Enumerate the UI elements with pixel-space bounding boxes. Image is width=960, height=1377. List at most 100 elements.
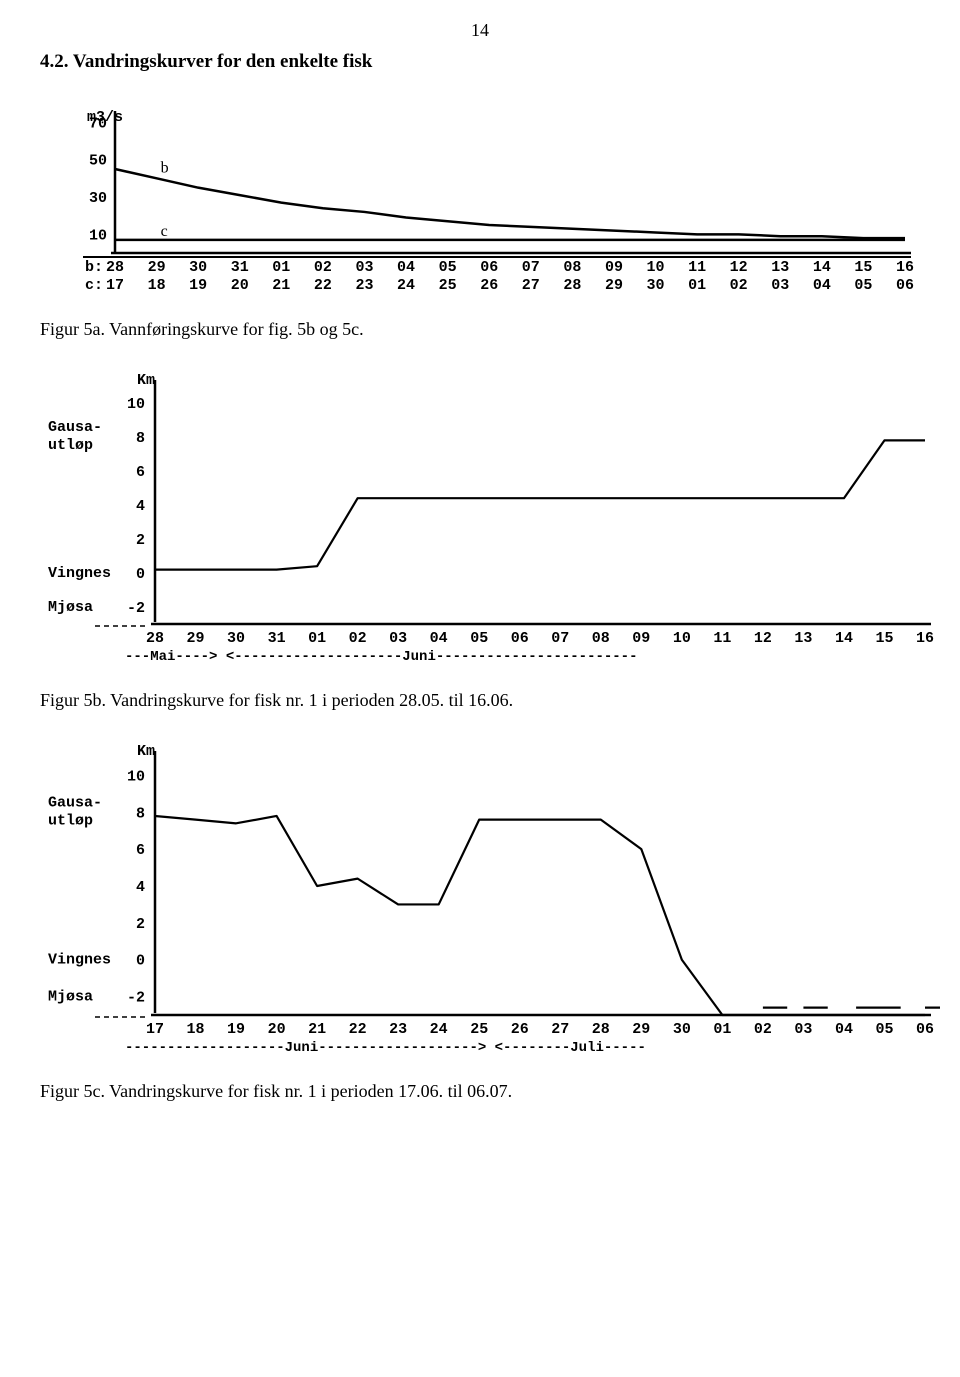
svg-text:b:: b: bbox=[85, 259, 103, 276]
svg-text:21: 21 bbox=[308, 1021, 326, 1038]
svg-text:26: 26 bbox=[480, 277, 498, 294]
svg-text:08: 08 bbox=[592, 630, 610, 647]
svg-text:09: 09 bbox=[632, 630, 650, 647]
chart-5b-svg: Km1086420-2Gausa-utløpVingnesMjøsa282930… bbox=[40, 364, 940, 684]
svg-text:25: 25 bbox=[470, 1021, 488, 1038]
svg-text:09: 09 bbox=[605, 259, 623, 276]
svg-text:8: 8 bbox=[136, 430, 145, 447]
svg-text:6: 6 bbox=[136, 842, 145, 859]
svg-text:Vingnes: Vingnes bbox=[48, 565, 111, 582]
svg-text:06: 06 bbox=[511, 630, 529, 647]
svg-text:Mjøsa: Mjøsa bbox=[48, 599, 93, 616]
svg-text:Gausa-: Gausa- bbox=[48, 419, 102, 436]
svg-text:50: 50 bbox=[89, 153, 107, 170]
svg-text:29: 29 bbox=[148, 259, 166, 276]
svg-text:30: 30 bbox=[89, 190, 107, 207]
svg-text:19: 19 bbox=[227, 1021, 245, 1038]
svg-text:04: 04 bbox=[397, 259, 415, 276]
svg-text:03: 03 bbox=[771, 277, 789, 294]
svg-text:02: 02 bbox=[754, 1021, 772, 1038]
svg-text:04: 04 bbox=[835, 1021, 853, 1038]
svg-text:15: 15 bbox=[875, 630, 893, 647]
svg-text:13: 13 bbox=[771, 259, 789, 276]
svg-text:29: 29 bbox=[632, 1021, 650, 1038]
svg-text:utløp: utløp bbox=[48, 437, 93, 454]
svg-text:01: 01 bbox=[272, 259, 290, 276]
caption-5b: Figur 5b. Vandringskurve for fisk nr. 1 … bbox=[40, 690, 920, 711]
svg-text:29: 29 bbox=[187, 630, 205, 647]
svg-text:22: 22 bbox=[349, 1021, 367, 1038]
svg-text:28: 28 bbox=[106, 259, 124, 276]
svg-text:05: 05 bbox=[439, 259, 457, 276]
svg-text:04: 04 bbox=[430, 630, 448, 647]
svg-text:0: 0 bbox=[136, 953, 145, 970]
svg-text:10: 10 bbox=[89, 227, 107, 244]
svg-text:31: 31 bbox=[268, 630, 286, 647]
svg-text:12: 12 bbox=[730, 259, 748, 276]
svg-text:03: 03 bbox=[389, 630, 407, 647]
svg-text:10: 10 bbox=[127, 396, 145, 413]
svg-text:23: 23 bbox=[389, 1021, 407, 1038]
svg-text:25: 25 bbox=[439, 277, 457, 294]
figure-5a: m3/s70503010bcb:282930310102030405060708… bbox=[40, 103, 920, 340]
svg-text:Gausa-: Gausa- bbox=[48, 794, 102, 811]
svg-text:-2: -2 bbox=[127, 990, 145, 1007]
svg-text:12: 12 bbox=[754, 630, 772, 647]
svg-text:08: 08 bbox=[563, 259, 581, 276]
svg-text:01: 01 bbox=[688, 277, 706, 294]
svg-text:01: 01 bbox=[308, 630, 326, 647]
svg-text:24: 24 bbox=[397, 277, 415, 294]
svg-text:27: 27 bbox=[522, 277, 540, 294]
svg-text:4: 4 bbox=[136, 879, 145, 896]
svg-text:03: 03 bbox=[355, 259, 373, 276]
svg-text:01: 01 bbox=[713, 1021, 731, 1038]
caption-5a: Figur 5a. Vannføringskurve for fig. 5b o… bbox=[40, 319, 920, 340]
svg-text:18: 18 bbox=[187, 1021, 205, 1038]
svg-text:0: 0 bbox=[136, 566, 145, 583]
svg-text:-2: -2 bbox=[127, 600, 145, 617]
svg-text:27: 27 bbox=[551, 1021, 569, 1038]
svg-text:2: 2 bbox=[136, 532, 145, 549]
svg-text:30: 30 bbox=[227, 630, 245, 647]
page-number: 14 bbox=[40, 20, 920, 41]
svg-text:utløp: utløp bbox=[48, 812, 93, 829]
svg-text:13: 13 bbox=[794, 630, 812, 647]
svg-text:Km: Km bbox=[137, 372, 155, 389]
svg-text:17: 17 bbox=[106, 277, 124, 294]
svg-text:28: 28 bbox=[563, 277, 581, 294]
svg-text:06: 06 bbox=[480, 259, 498, 276]
svg-text:c:: c: bbox=[85, 277, 103, 294]
svg-text:31: 31 bbox=[231, 259, 249, 276]
svg-text:26: 26 bbox=[511, 1021, 529, 1038]
svg-text:21: 21 bbox=[272, 277, 290, 294]
section-title: 4.2. Vandringskurver for den enkelte fis… bbox=[40, 51, 920, 73]
chart-5a-svg: m3/s70503010bcb:282930310102030405060708… bbox=[40, 103, 920, 313]
svg-text:---Mai----> <-----------------: ---Mai----> <--------------------Juni---… bbox=[125, 649, 637, 665]
svg-text:02: 02 bbox=[349, 630, 367, 647]
svg-text:06: 06 bbox=[916, 1021, 934, 1038]
svg-text:11: 11 bbox=[688, 259, 706, 276]
svg-text:18: 18 bbox=[148, 277, 166, 294]
svg-text:20: 20 bbox=[231, 277, 249, 294]
svg-text:Mjøsa: Mjøsa bbox=[48, 989, 93, 1006]
figure-5b: Km1086420-2Gausa-utløpVingnesMjøsa282930… bbox=[40, 364, 920, 711]
svg-text:14: 14 bbox=[835, 630, 853, 647]
svg-text:16: 16 bbox=[916, 630, 934, 647]
caption-5c: Figur 5c. Vandringskurve for fisk nr. 1 … bbox=[40, 1081, 920, 1102]
svg-text:22: 22 bbox=[314, 277, 332, 294]
svg-text:03: 03 bbox=[794, 1021, 812, 1038]
svg-text:-------------------Juni-------: -------------------Juni-----------------… bbox=[125, 1040, 646, 1056]
svg-text:07: 07 bbox=[522, 259, 540, 276]
svg-text:30: 30 bbox=[673, 1021, 691, 1038]
svg-text:05: 05 bbox=[470, 630, 488, 647]
svg-text:4: 4 bbox=[136, 498, 145, 515]
svg-text:17: 17 bbox=[146, 1021, 164, 1038]
svg-text:30: 30 bbox=[189, 259, 207, 276]
svg-text:Vingnes: Vingnes bbox=[48, 952, 111, 969]
svg-text:06: 06 bbox=[896, 277, 914, 294]
svg-text:29: 29 bbox=[605, 277, 623, 294]
svg-text:15: 15 bbox=[854, 259, 872, 276]
svg-text:04: 04 bbox=[813, 277, 831, 294]
svg-text:28: 28 bbox=[592, 1021, 610, 1038]
svg-text:8: 8 bbox=[136, 805, 145, 822]
